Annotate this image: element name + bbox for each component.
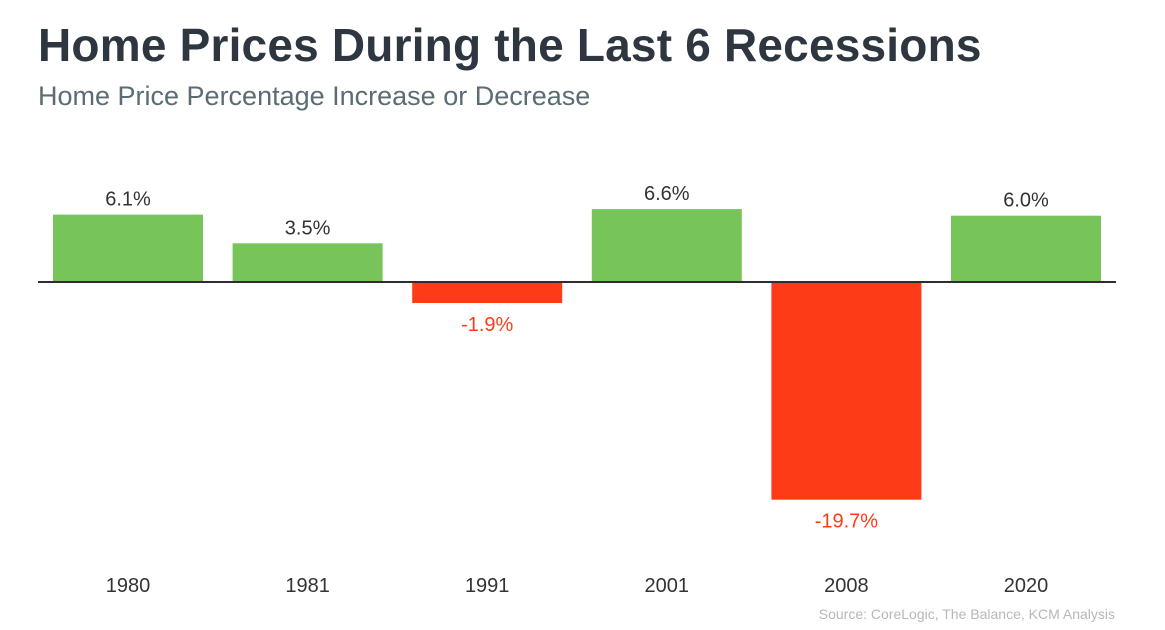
bar-1991 [412, 282, 563, 303]
data-label-2001: 6.6% [644, 183, 690, 205]
x-tick-label-2020: 2020 [1004, 575, 1049, 597]
x-tick-label-1981: 1981 [285, 575, 330, 597]
bar-2008 [771, 282, 922, 500]
chart-title: Home Prices During the Last 6 Recessions [38, 19, 982, 71]
x-tick-label-2008: 2008 [824, 575, 869, 597]
bar-1981 [232, 243, 383, 282]
bar-1980 [53, 214, 203, 282]
source-note: Source: CoreLogic, The Balance, KCM Anal… [818, 606, 1115, 622]
data-label-1980: 6.1% [105, 189, 151, 211]
x-tick-label-2001: 2001 [645, 575, 690, 597]
data-label-2008: -19.7% [815, 511, 879, 533]
chart-subtitle: Home Price Percentage Increase or Decrea… [38, 81, 591, 111]
bar-2020 [951, 215, 1101, 282]
x-tick-label-1991: 1991 [465, 575, 510, 597]
data-label-1991: -1.9% [461, 314, 513, 336]
bar-2001 [591, 209, 742, 282]
data-label-2020: 6.0% [1003, 190, 1049, 212]
data-label-1981: 3.5% [285, 217, 331, 239]
x-tick-label-1980: 1980 [106, 575, 151, 597]
